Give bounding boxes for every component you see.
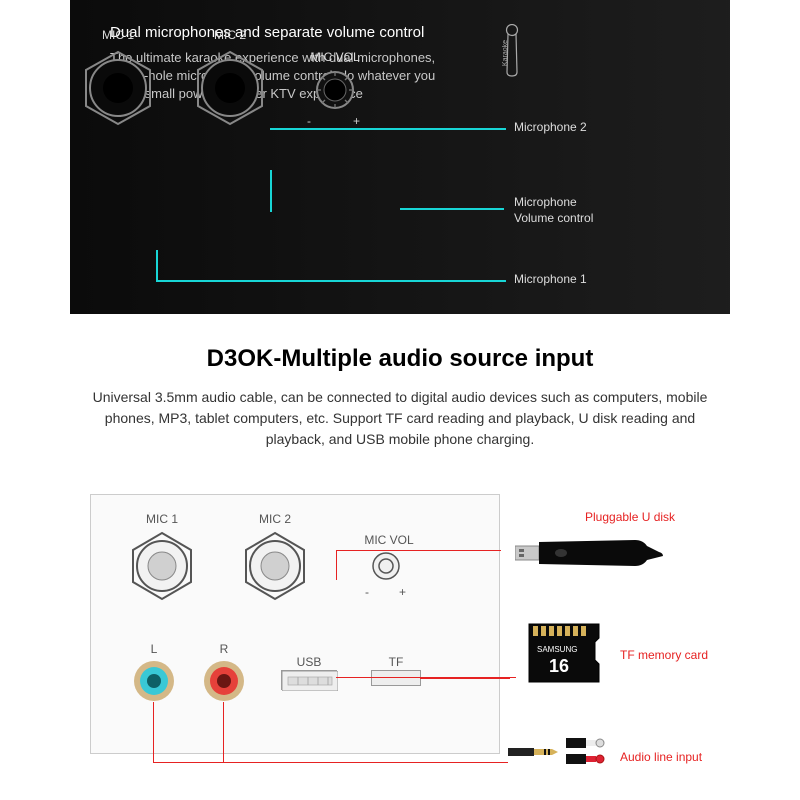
mic1-label-b: MIC 1: [126, 512, 198, 526]
micvol-label-b: MIC VOL: [349, 533, 429, 547]
tf-cap: 16: [549, 656, 569, 676]
callout-line: [156, 280, 506, 282]
usb-drive-icon: [515, 534, 665, 577]
micvol-label: MIC VOL: [295, 50, 375, 64]
red-line: [336, 550, 337, 580]
minus-b: -: [365, 585, 369, 599]
audio-cable-label: Audio line input: [620, 750, 702, 764]
minus-label: -: [307, 114, 311, 128]
amp-panel: MIC 1 MIC 2 MIC VOL - + L R: [90, 494, 500, 754]
red-line: [336, 550, 501, 551]
mic2-jack-top: MIC 2: [190, 48, 270, 128]
usb-drive-label: Pluggable U disk: [585, 510, 675, 524]
red-line: [223, 702, 224, 762]
red-line: [420, 678, 510, 679]
callout-mic1: Microphone 1: [514, 272, 587, 286]
rca-left: L: [133, 660, 175, 702]
tf-card-icon: SAMSUNG 16: [525, 620, 603, 691]
dark-panel: Dual microphones and separate volume con…: [70, 0, 730, 314]
mic1-jack: MIC 1: [126, 530, 198, 602]
tf-brand: SAMSUNG: [537, 645, 577, 654]
tf-card-label: TF memory card: [620, 648, 708, 662]
callout-line: [270, 128, 506, 130]
mic1-label: MIC 1: [78, 28, 158, 42]
usb-label: USB: [282, 655, 336, 669]
callout-line: [400, 208, 504, 210]
red-line: [153, 702, 154, 762]
plus-b: +: [399, 585, 406, 599]
tf-slot: TF: [371, 670, 421, 686]
callout-micvol-l2: Volume control: [514, 211, 593, 225]
white-panel: D3OK-Multiple audio source input Univers…: [0, 335, 800, 470]
plus-label: +: [353, 114, 360, 128]
rca-l-label: L: [133, 642, 175, 656]
top-body: The ultimate karaoke experience with dua…: [110, 49, 440, 104]
mic2-label: MIC 2: [190, 28, 270, 42]
bottom-title: D3OK-Multiple audio source input: [70, 345, 730, 373]
mic1-jack-top: MIC 1: [78, 48, 158, 128]
callout-micvol-l1: Microphone: [514, 195, 577, 209]
red-line: [153, 762, 508, 763]
rca-right: R: [203, 660, 245, 702]
usb-slot: USB: [281, 670, 337, 690]
mic2-label-b: MIC 2: [239, 512, 311, 526]
mic2-jack: MIC 2: [239, 530, 311, 602]
rca-r-label: R: [203, 642, 245, 656]
karaoke-label: Karaoke: [502, 40, 509, 66]
callout-line: [270, 170, 272, 212]
bottom-body: Universal 3.5mm audio cable, can be conn…: [90, 387, 710, 450]
callout-line: [156, 250, 158, 280]
micvol-knob: MIC VOL - +: [371, 551, 401, 581]
micvol-knob-top: MIC VOL - +: [315, 70, 355, 110]
karaoke-mic-icon: Karaoke: [504, 24, 520, 80]
tf-label: TF: [372, 655, 420, 669]
